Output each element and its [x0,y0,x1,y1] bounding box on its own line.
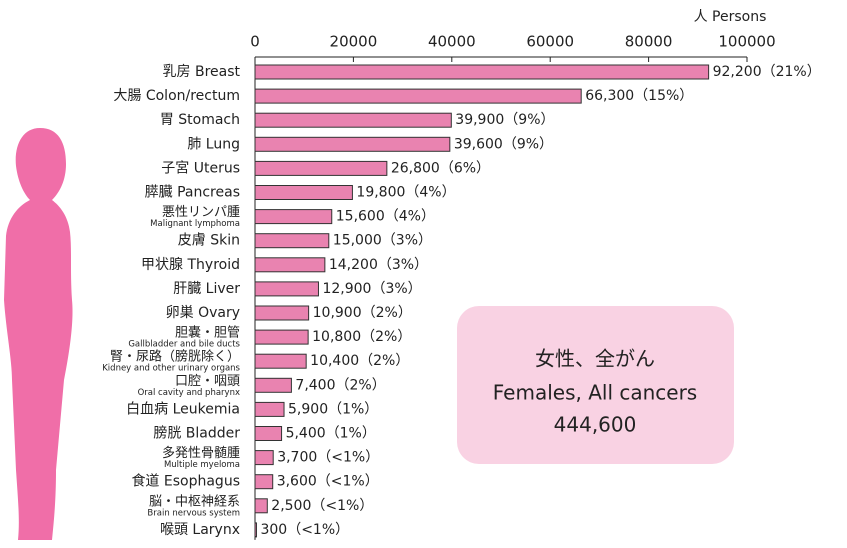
value-label: 5,900（1%） [288,401,378,417]
x-tick-label: 60000 [526,33,574,51]
bar [255,137,450,151]
value-label: 300（<1%） [260,522,349,538]
value-label: 5,400（1%） [286,426,376,442]
category-note: Brain nervous system [147,508,240,518]
x-tick-label: 80000 [625,33,673,51]
value-label: 7,400（2%） [295,377,385,393]
bar [255,378,291,392]
category-note: Multiple myeloma [164,460,240,470]
bar [255,523,256,537]
category-label: 腎・尿路（膀胱除く） [110,349,240,365]
value-label: 39,600（9%） [454,136,553,152]
category-label: 悪性リンパ腫 [162,204,240,220]
category-label: 乳房 Breast [163,64,241,80]
x-tick-label: 100000 [718,33,775,51]
value-label: 2,500（<1%） [271,498,373,514]
category-label: 白血病 Leukemia [126,401,240,417]
category-label: 肝臓 Liver [173,281,240,297]
value-label: 92,200（21%） [713,64,821,80]
value-label: 10,400（2%） [310,353,409,369]
category-label: 脳・中枢神経系 [149,494,240,509]
value-label: 3,700（<1%） [277,450,379,466]
value-label: 3,600（<1%） [277,474,379,490]
value-label: 66,300（15%） [585,88,693,104]
category-label: 卵巣 Ovary [166,305,240,321]
x-tick-label: 40000 [428,33,476,51]
bar [255,427,282,441]
value-label: 26,800（6%） [391,160,490,176]
category-label: 肺 Lung [187,136,240,152]
chart: 女性、全がん Females, All cancers 444,600 人 Pe… [0,0,847,544]
category-note: Kidney and other urinary organs [102,364,240,374]
category-label: 多発性骨髄腫 [162,445,240,461]
bar [255,234,329,248]
summary-title-ja: 女性、全がん [535,347,655,371]
value-label: 10,900（2%） [313,305,412,321]
category-note: Oral cavity and pharynx [138,388,240,398]
bar [255,499,267,513]
category-label: 皮膚 Skin [178,233,240,249]
category-label: 胃 Stomach [160,112,240,128]
bar [255,89,581,103]
value-label: 15,600（4%） [336,209,435,225]
category-label: 喉頭 Larynx [160,522,240,538]
category-label: 胆嚢・胆管 [175,325,240,341]
summary-title-en: Females, All cancers [493,381,697,405]
value-label: 14,200（3%） [329,257,428,273]
bar [255,65,709,79]
category-label: 膀胱 Bladder [153,425,240,442]
bar [255,282,318,296]
bar [255,451,273,465]
bar [255,330,308,344]
bar [255,186,352,200]
value-label: 10,800（2%） [312,329,411,345]
female-silhouette [4,128,73,540]
bar [255,113,451,127]
bar [255,210,332,224]
page: {"chart_data": {"type": "bar", "orientat… [0,0,847,544]
value-label: 19,800（4%） [356,185,455,201]
category-label: 甲状腺 Thyroid [141,257,240,273]
category-label: 口腔・咽頭 [175,374,240,389]
bar [255,402,284,416]
category-note: Gallbladder and bile ducts [128,340,240,350]
category-label: 食道 Esophagus [131,473,240,490]
value-label: 12,900（3%） [322,281,421,297]
x-tick-label: 0 [250,33,260,51]
category-label: 膵臓 Pancreas [145,185,240,201]
value-label: 15,000（3%） [333,233,432,249]
axis-label: 人 Persons [694,9,767,25]
category-note: Malignant lymphoma [150,219,240,229]
category-label: 子宮 Uterus [161,160,240,176]
value-label: 39,900（9%） [455,112,554,128]
summary-total: 444,600 [554,413,637,437]
bar [255,306,309,320]
x-tick-label: 20000 [330,33,378,51]
bar [255,354,306,368]
bar [255,161,387,175]
bar [255,475,273,489]
bar [255,258,325,272]
category-label: 大腸 Colon/rectum [113,88,240,104]
